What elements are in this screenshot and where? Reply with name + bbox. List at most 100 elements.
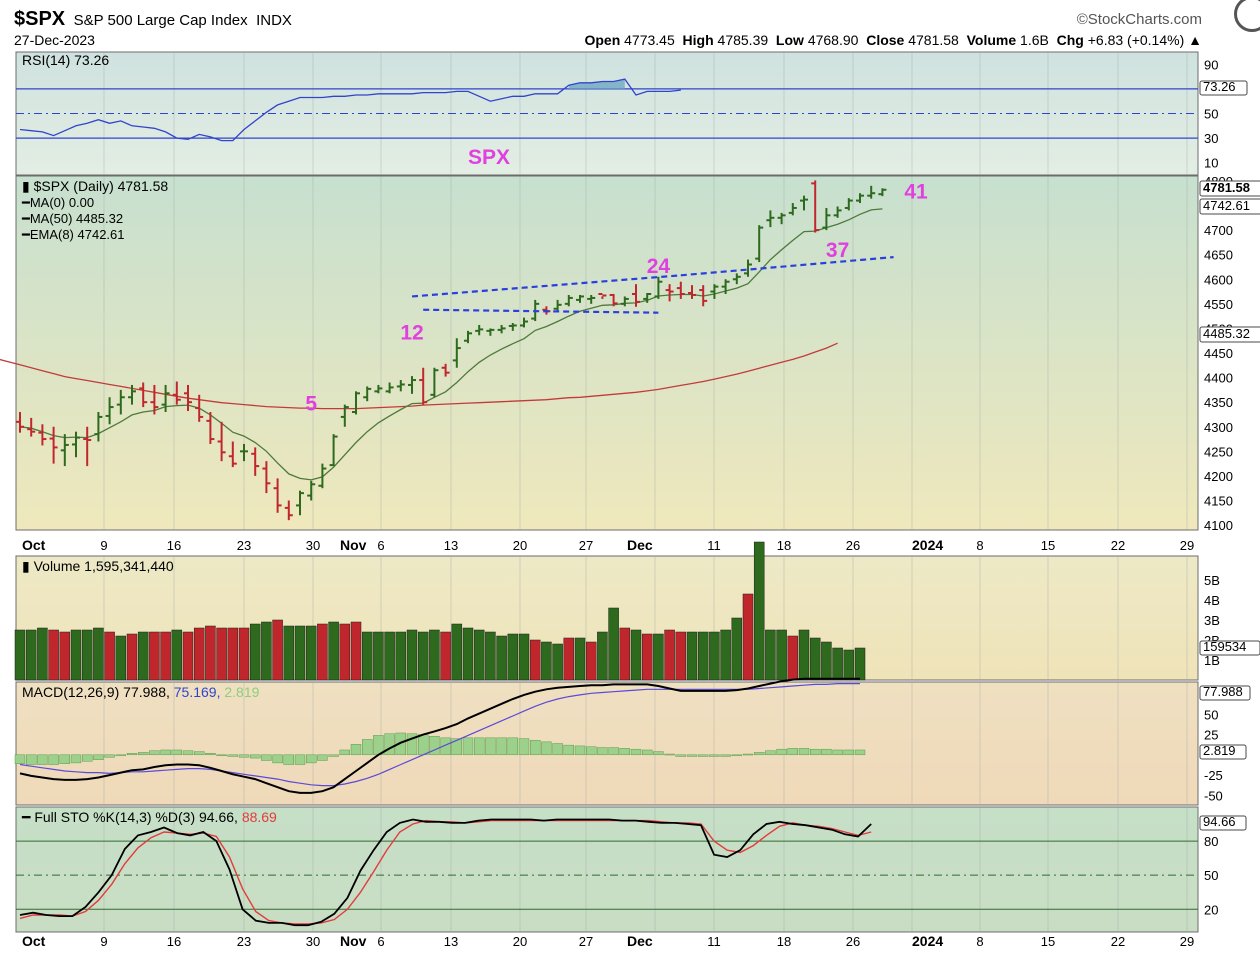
price-y-tick: 4650 [1204, 248, 1233, 263]
volume-bar [518, 633, 530, 681]
ohlc-bar [363, 386, 372, 402]
price-y-tick: 4400 [1204, 371, 1233, 386]
ohlc-bar [296, 490, 304, 516]
macd-hist-bar [59, 754, 70, 764]
ema8-legend: ━EMA(8) 4742.61 [21, 227, 125, 242]
volume-bar [249, 623, 261, 681]
sto-last-value-box [1199, 815, 1247, 831]
index-name: S&P 500 Large Cap Index [73, 12, 248, 29]
volume-bar [317, 623, 328, 681]
macd-hist-bar [821, 748, 832, 756]
volume-y-tick: 1B [1204, 653, 1220, 668]
ohlc-bar [307, 480, 316, 501]
volume-bar [843, 649, 855, 681]
volume-bar [59, 631, 71, 681]
x-tick-label: 16 [167, 934, 181, 949]
high-value: 4785.39 [717, 32, 769, 48]
macd-hist-bar [731, 754, 742, 757]
price-y-tick: 4600 [1204, 272, 1233, 287]
volume-bar [541, 641, 552, 681]
trendline [680, 256, 894, 277]
volume-bar [25, 629, 37, 681]
macd-last-value-box [1199, 685, 1251, 701]
rsi-y-tick: 30 [1204, 131, 1218, 146]
x-tick-label: 2024 [912, 933, 943, 949]
macd-hist-bar [429, 736, 440, 756]
macd-hist-bar [619, 748, 630, 756]
ohlc-bar [83, 426, 92, 467]
rsi-y-tick: 50 [1204, 107, 1218, 122]
macd-hist-bar [485, 737, 496, 756]
price-annotation: 5 [305, 393, 317, 416]
sto-y-tick: 80 [1204, 834, 1218, 849]
volume-bar [81, 629, 93, 681]
macd-hist-bar [776, 748, 787, 756]
volume-bar [809, 637, 821, 681]
volume-bar [14, 629, 26, 681]
volume-legend: ▮ Volume 1,595,341,440 [22, 558, 174, 574]
x-tick-label: 15 [1041, 538, 1055, 553]
macd-hist-bar [81, 754, 93, 762]
ma50-last-value: 4485.32 [1203, 326, 1250, 341]
volume-bar [731, 617, 743, 681]
macd-hist-bar [137, 752, 149, 756]
volume-bar [137, 631, 149, 681]
price-y-tick: 4100 [1204, 518, 1233, 533]
macd-hist-bar [294, 754, 306, 765]
macd-hist-bar [362, 739, 373, 756]
ohlc-bar [800, 195, 808, 211]
ohlc-bar [654, 276, 663, 299]
share-icon[interactable] [1234, 0, 1260, 32]
sto-y-tick: 50 [1204, 868, 1218, 883]
volume-bar [429, 629, 440, 681]
ohlc-bar [688, 285, 696, 299]
rsi-last-value-box [1199, 80, 1248, 96]
macd-hist-bar [642, 749, 653, 756]
ema8-last-value-box [1199, 198, 1260, 215]
open-label: Open [584, 32, 621, 48]
ohlc-bar [340, 404, 349, 427]
macd-hist-bar [205, 753, 216, 756]
macd-hist-bar [350, 744, 362, 756]
macd-hist-bar [754, 752, 765, 756]
open-value: 4773.45 [624, 32, 675, 48]
volume-bar [93, 627, 104, 681]
volume-bar [104, 631, 115, 681]
price-y-tick: 4200 [1204, 469, 1233, 484]
volume-bar [406, 629, 418, 681]
volume-bar [507, 633, 519, 681]
macd-y-tick: 25 [1204, 728, 1218, 743]
sto-last-value: 94.66 [1203, 814, 1236, 829]
macd-hist-bar [418, 734, 429, 756]
volume-bar [283, 625, 295, 681]
macd-hist-bar [14, 754, 26, 764]
ohlc-bar [206, 412, 215, 444]
ma0-legend: ━MA(0) 0.00 [21, 195, 94, 210]
volume-bar [529, 639, 541, 681]
ohlc-bar [172, 381, 181, 405]
ohlc-bar [16, 412, 24, 433]
macd-hist-bar [306, 754, 317, 764]
ohlc-bar [632, 284, 640, 307]
ohlc-bar [128, 384, 136, 405]
price-annotation: 37 [826, 239, 849, 262]
sto-k-line [19, 818, 872, 927]
volume-bar [697, 631, 709, 681]
ohlc-bar [284, 500, 293, 521]
volume-bar [417, 631, 429, 681]
macd-hist-bar [720, 754, 731, 757]
volume-bar [709, 631, 720, 681]
macd-hist-bar [182, 750, 194, 756]
volume-bar [641, 633, 653, 681]
macd-hist-bar [48, 754, 59, 765]
volume-bar [485, 631, 496, 681]
volume-bar [272, 619, 283, 681]
rsi-legend: RSI(14) 73.26 [22, 52, 109, 68]
macd-panel [15, 681, 1199, 806]
macd-hist-bar [272, 754, 283, 764]
ohlc-bar [150, 384, 159, 415]
ohlc-bar [744, 259, 752, 277]
macd-hist-bar [675, 754, 686, 757]
volume-y-tick: 4B [1204, 593, 1220, 608]
ohlc-bar [408, 376, 416, 394]
